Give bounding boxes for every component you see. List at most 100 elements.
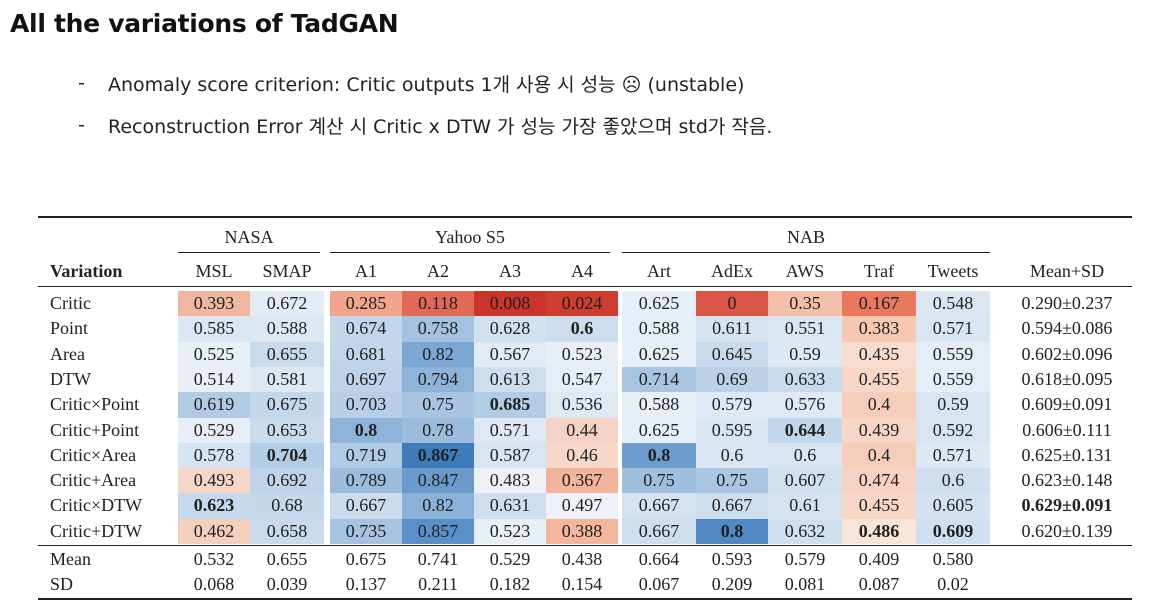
heat-cell — [546, 366, 618, 393]
mean-sd-cell: 0.618±0.095 — [1021, 368, 1113, 389]
heat-cell — [696, 493, 768, 520]
table-cell: 0.68 — [271, 495, 303, 516]
table-cell: 0.536 — [561, 394, 603, 415]
row-label: Point — [50, 318, 89, 339]
heat-cell — [696, 417, 768, 444]
heat-cell — [768, 316, 842, 343]
table-cell: 0.587 — [489, 444, 531, 465]
table-cell: 0.547 — [561, 368, 603, 389]
table-cell: 0.576 — [784, 394, 826, 415]
table-cell: 0.483 — [489, 470, 531, 491]
column-header-a3: A3 — [499, 261, 521, 281]
heat-cell — [768, 392, 842, 418]
column-header-tweets: Tweets — [927, 261, 979, 281]
heat-cell — [402, 341, 474, 368]
heat-cell — [178, 417, 250, 444]
table-cell: 0.75 — [643, 470, 675, 491]
table-cell: 0.611 — [712, 318, 752, 339]
heat-cell — [178, 366, 250, 393]
heat-cell — [696, 316, 768, 343]
table-cell: 0.59 — [789, 343, 821, 364]
row-label: Critic×Area — [50, 444, 137, 465]
heat-cell — [916, 417, 990, 444]
table-cell: 0.674 — [345, 318, 387, 339]
row-label: Critic+Point — [50, 419, 140, 440]
heat-cell — [696, 341, 768, 368]
heat-cell — [842, 392, 916, 418]
table-cell: 0.631 — [489, 495, 531, 516]
heat-cell — [474, 518, 546, 545]
table-cell: 0.551 — [784, 318, 826, 339]
table-cell: 0.613 — [489, 368, 531, 389]
table-cell: 0.645 — [711, 343, 753, 364]
heat-cell — [546, 291, 618, 317]
summary-label: SD — [50, 574, 74, 594]
heat-cell — [178, 493, 250, 520]
table-cell: 0.8 — [354, 419, 378, 440]
heat-cell — [250, 366, 324, 393]
heat-cell — [916, 518, 990, 545]
summary-cell: 0.067 — [638, 574, 680, 594]
heat-cell — [842, 442, 916, 469]
table-cell: 0.523 — [561, 343, 603, 364]
heat-cell — [916, 442, 990, 469]
table-cell: 0.607 — [784, 470, 826, 491]
heat-cell — [330, 366, 402, 393]
heat-cell — [622, 518, 696, 545]
table-cell: 0.714 — [638, 368, 680, 389]
heat-cell — [622, 291, 696, 317]
heat-cell — [474, 316, 546, 343]
heat-cell — [474, 366, 546, 393]
row-label: Critic+Area — [50, 470, 137, 491]
mean-sd-cell: 0.290±0.237 — [1021, 293, 1113, 313]
heat-cell — [402, 417, 474, 444]
row-label: DTW — [50, 368, 91, 389]
summary-cell: 0.087 — [858, 574, 900, 594]
table-cell: 0.581 — [266, 368, 308, 389]
table-cell: 0.703 — [345, 394, 387, 415]
summary-cell: 0.211 — [418, 574, 458, 594]
bullet-text: Anomaly score criterion: Critic outputs … — [108, 73, 745, 96]
heat-cell — [842, 291, 916, 317]
table-cell: 0.35 — [789, 293, 821, 313]
column-header-aws: AWS — [785, 261, 825, 281]
table-cell: 0.667 — [711, 495, 753, 516]
summary-cell: 0.655 — [266, 549, 308, 569]
summary-cell: 0.593 — [711, 549, 753, 569]
table-cell: 0.571 — [932, 444, 974, 465]
summary-cell: 0.664 — [638, 549, 680, 569]
table-cell: 0.383 — [858, 318, 900, 339]
heat-cell — [402, 493, 474, 520]
header-rule — [38, 286, 1132, 287]
table-cell: 0.78 — [422, 419, 454, 440]
table-cell: 0.632 — [784, 520, 826, 541]
heat-cell — [622, 341, 696, 368]
table-cell: 0.548 — [932, 293, 974, 313]
table-cell: 0.285 — [345, 293, 387, 313]
column-header-mean-sd: Mean+SD — [1029, 261, 1105, 281]
table-cell: 0.735 — [345, 520, 387, 541]
table-cell: 0.388 — [561, 520, 603, 541]
heat-cell — [330, 468, 402, 494]
table-cell: 0.644 — [784, 419, 826, 440]
heat-cell — [250, 442, 324, 469]
row-label: Critic+DTW — [50, 520, 143, 541]
row-label: Critic — [50, 293, 91, 313]
table-cell: 0.655 — [266, 343, 308, 364]
row-label: Area — [50, 343, 85, 364]
table-cell: 0.571 — [489, 419, 531, 440]
table-cell: 0.529 — [193, 419, 235, 440]
mean-sd-cell: 0.606±0.111 — [1022, 419, 1112, 440]
heat-cell — [696, 291, 768, 317]
heat-cell — [330, 341, 402, 368]
summary-cell: 0.154 — [561, 574, 603, 594]
heat-cell — [916, 291, 990, 317]
table-cell: 0.579 — [711, 394, 753, 415]
heat-cell — [474, 468, 546, 494]
group-rule-yahoo — [330, 252, 610, 253]
column-header-variation: Variation — [50, 261, 123, 281]
summary-cell: 0.068 — [193, 574, 235, 594]
table-cell: 0.497 — [561, 495, 603, 516]
heat-cell — [250, 518, 324, 545]
heat-cell — [696, 366, 768, 393]
